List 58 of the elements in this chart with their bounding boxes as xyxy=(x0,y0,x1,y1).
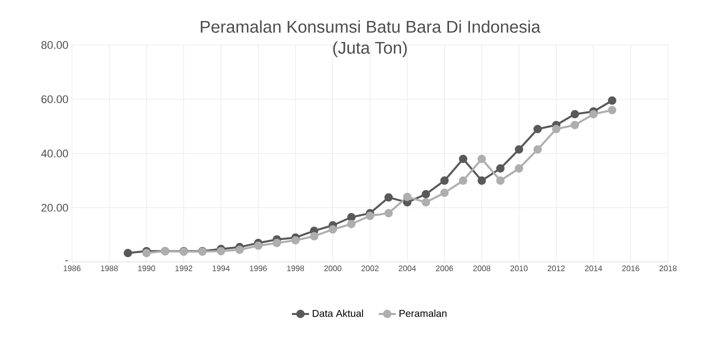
x-tick-label: 2018 xyxy=(660,266,677,272)
point xyxy=(347,220,356,228)
point xyxy=(533,145,542,154)
x-tick-label: 2008 xyxy=(473,266,490,272)
point xyxy=(422,198,430,207)
point xyxy=(496,176,505,185)
x-tick-label: 1998 xyxy=(287,266,304,272)
point xyxy=(458,176,468,185)
point xyxy=(514,145,524,154)
legend-label: Peramalan xyxy=(400,310,446,317)
point xyxy=(235,246,244,254)
point xyxy=(608,96,616,105)
x-tick-label: 2016 xyxy=(622,266,640,272)
point xyxy=(478,176,486,185)
y-tick-label: - xyxy=(65,260,68,262)
point xyxy=(440,188,449,198)
legend-label: Data Aktual xyxy=(312,310,363,317)
point xyxy=(124,248,132,258)
point xyxy=(440,176,449,185)
y-tick-label: 80.00 xyxy=(41,41,68,49)
point xyxy=(496,164,505,173)
x-tick-label: 2000 xyxy=(324,266,342,272)
x-tick-label: 1986 xyxy=(64,266,81,272)
point xyxy=(533,124,542,134)
point xyxy=(291,236,300,244)
point xyxy=(478,154,486,164)
point xyxy=(310,232,318,240)
x-tick-label: 2002 xyxy=(362,266,378,272)
x-tick-label: 1990 xyxy=(138,266,156,272)
x-tick-label: 2006 xyxy=(436,266,454,272)
x-tick-label: 2012 xyxy=(548,266,565,272)
x-tick-label: 2010 xyxy=(510,266,528,272)
point xyxy=(403,192,412,202)
y-tick-label: 20.00 xyxy=(42,204,68,212)
point xyxy=(422,190,430,198)
point xyxy=(347,213,356,222)
point xyxy=(589,110,598,118)
point xyxy=(384,208,393,218)
x-tick-label: 1992 xyxy=(175,266,192,272)
point xyxy=(272,238,282,248)
x-tick-label: 2004 xyxy=(398,266,416,272)
point xyxy=(514,164,524,173)
point xyxy=(254,242,262,250)
chart-title: Peramalan Konsumsi Batu Bara Di Indonesia (Juta Ton) xyxy=(200,20,541,58)
point xyxy=(384,193,393,202)
point xyxy=(552,124,560,134)
point xyxy=(458,154,468,164)
point xyxy=(328,225,337,234)
point xyxy=(366,212,374,220)
y-tick-label: 40.00 xyxy=(41,150,68,158)
x-tick-label: 1994 xyxy=(212,266,230,272)
point xyxy=(570,110,580,118)
x-tick-label: 1996 xyxy=(250,266,267,272)
x-tick-label: 1988 xyxy=(100,266,118,272)
y-tick-label: 60.00 xyxy=(42,95,68,104)
x-tick-label: 2014 xyxy=(585,266,602,272)
point xyxy=(608,106,616,114)
point xyxy=(570,120,580,130)
